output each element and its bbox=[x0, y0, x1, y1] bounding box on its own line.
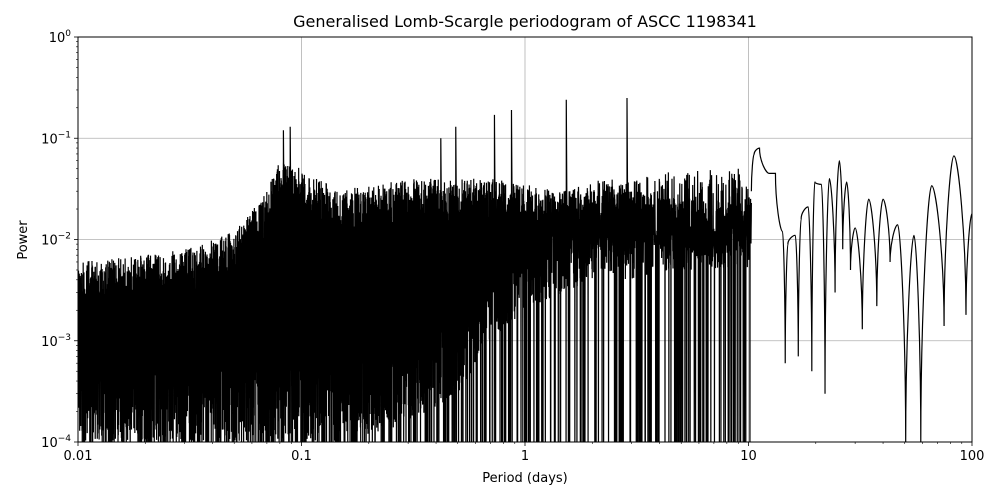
x-tick-label: 0.1 bbox=[291, 449, 312, 464]
y-tick-label: 100 bbox=[49, 29, 72, 46]
y-axis-label: Power bbox=[16, 220, 31, 260]
y-tick-label: 10−4 bbox=[41, 434, 71, 451]
plot-area bbox=[78, 97, 972, 442]
y-tick-label: 10−1 bbox=[41, 130, 71, 147]
y-tick-label: 10−2 bbox=[41, 232, 71, 249]
y-tick-label: 10−3 bbox=[41, 333, 71, 350]
x-tick-label: 100 bbox=[960, 449, 985, 464]
x-tick-label: 10 bbox=[740, 449, 757, 464]
y-axis: 100 10−1 10−2 10−3 10−4 bbox=[41, 29, 78, 451]
x-axis-label: Period (days) bbox=[482, 471, 568, 486]
periodogram-line bbox=[78, 97, 972, 442]
x-axis: 0.01 0.1 1 10 100 bbox=[64, 442, 985, 464]
x-tick-label: 0.01 bbox=[64, 449, 93, 464]
x-tick-label: 1 bbox=[521, 449, 529, 464]
chart-title: Generalised Lomb-Scargle periodogram of … bbox=[293, 12, 757, 31]
